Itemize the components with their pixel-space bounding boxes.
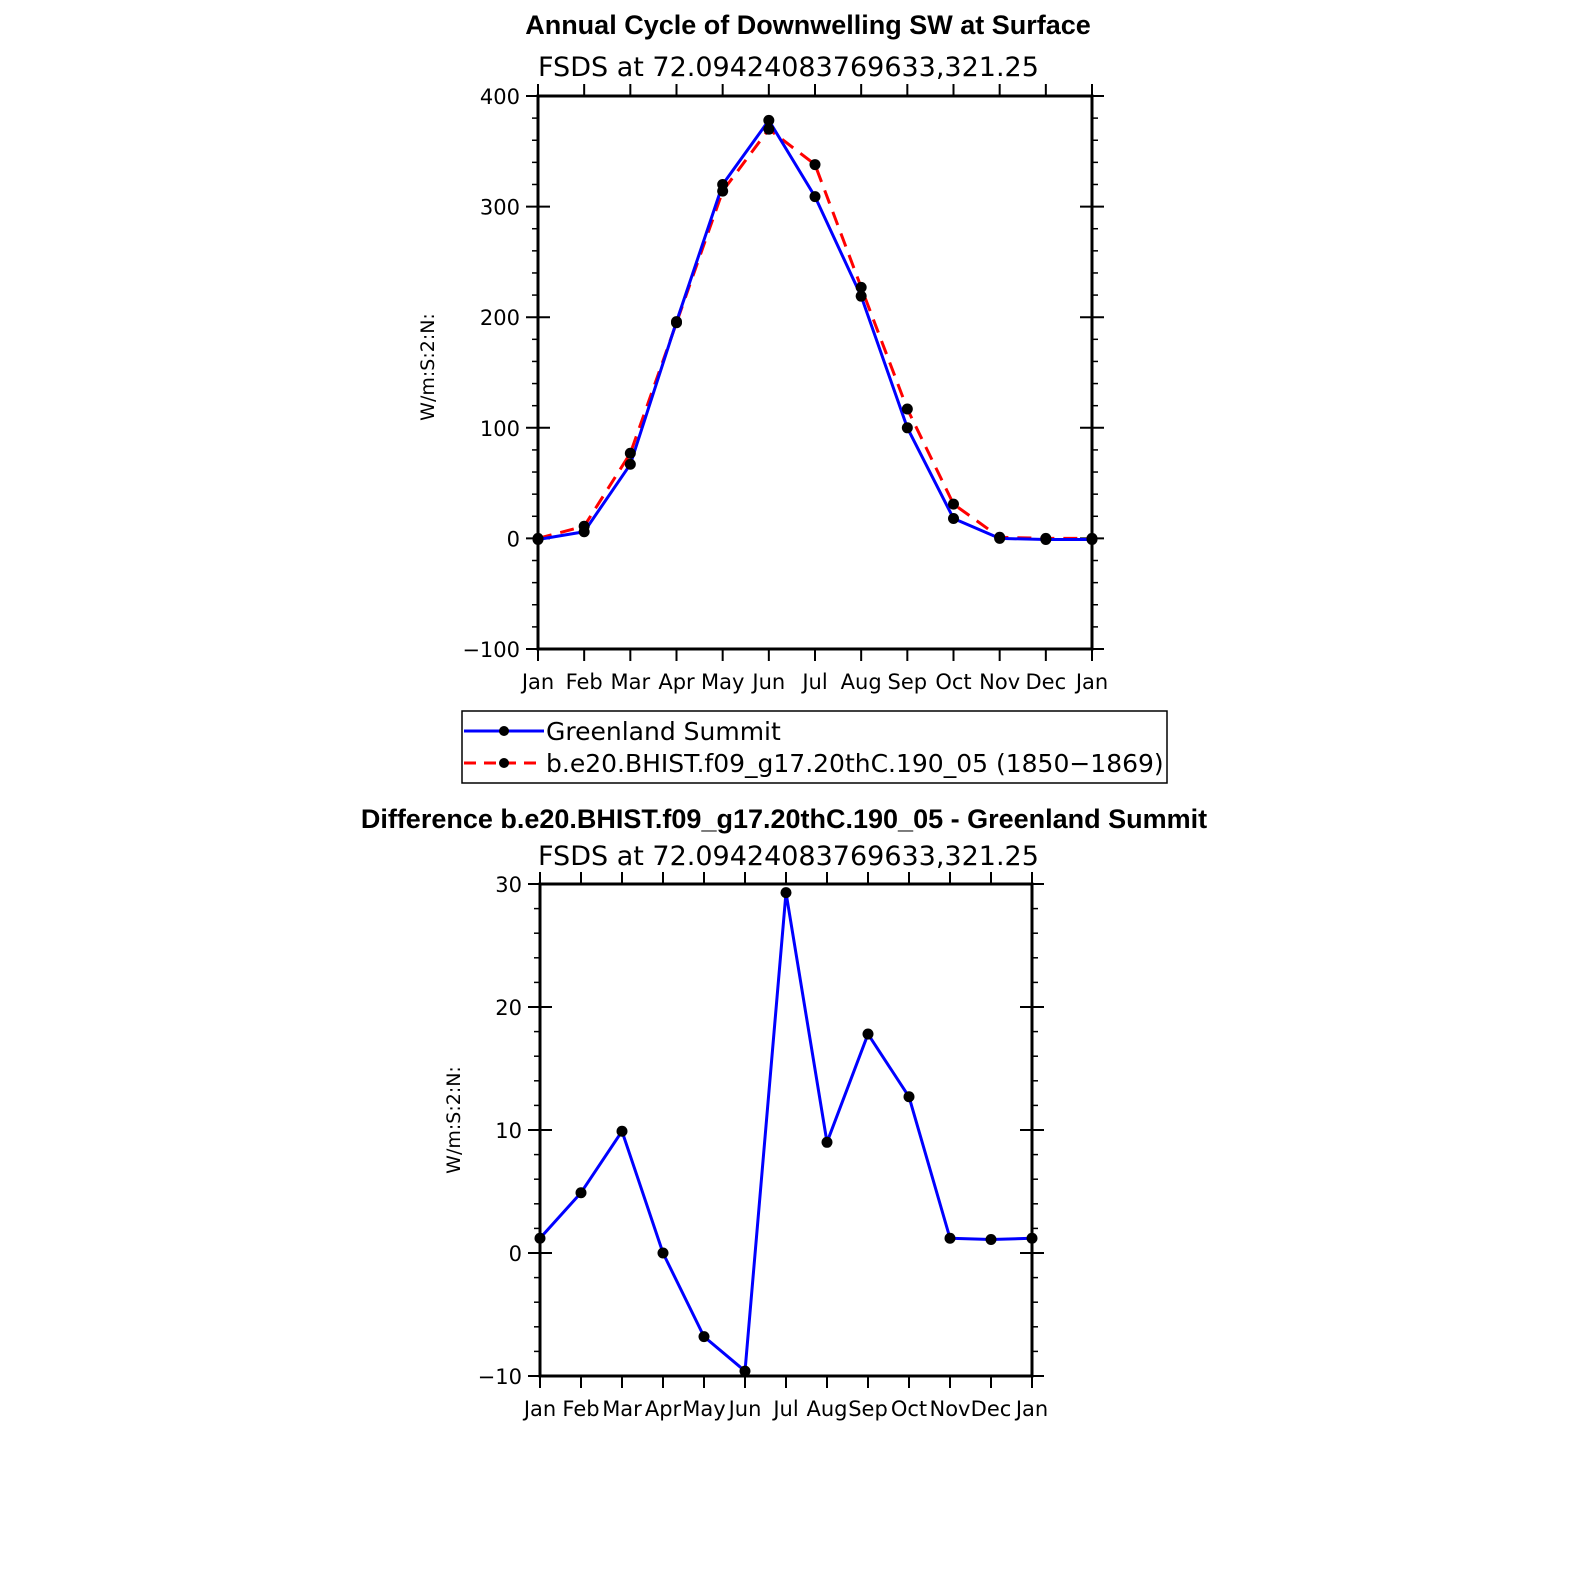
legend-label: Greenland Summit — [546, 717, 781, 746]
y-axis: −100 0 100 200 300 400 — [462, 85, 1104, 662]
data-point — [575, 1187, 587, 1199]
annual-cycle-chart: Annual Cycle of Downwelling SW at Surfac… — [417, 10, 1108, 694]
data-point — [862, 1028, 874, 1040]
data-point — [739, 1365, 751, 1377]
x-tick-label: Oct — [891, 1397, 927, 1421]
x-tick-label: Sep — [888, 670, 928, 694]
x-tick-label: Aug — [841, 670, 882, 694]
chart-title: Difference b.e20.BHIST.f09_g17.20thC.190… — [361, 804, 1207, 834]
plot-frame — [538, 882, 1034, 1378]
x-tick-label: Apr — [645, 1397, 682, 1421]
y-tick-label: −100 — [462, 638, 520, 662]
legend-entry: b.e20.BHIST.f09_g17.20thC.190_05 (1850−1… — [464, 749, 1164, 778]
y-tick-label: 300 — [480, 196, 520, 220]
data-point — [994, 531, 1006, 543]
x-tick-label: Jul — [771, 1397, 798, 1421]
x-tick-label: Sep — [848, 1397, 888, 1421]
data-point — [948, 498, 959, 510]
data-point — [671, 317, 682, 329]
data-point — [657, 1247, 669, 1259]
y-tick-label: 400 — [480, 85, 520, 109]
data-point — [944, 1232, 956, 1244]
chart-subtitle: FSDS at 72.09424083769633,321.25 — [538, 841, 1039, 872]
legend-label: b.e20.BHIST.f09_g17.20thC.190_05 (1850−1… — [546, 749, 1164, 778]
data-point — [698, 1331, 710, 1343]
series-line — [537, 118, 1092, 542]
y-tick-label: 100 — [480, 417, 520, 441]
data-point — [948, 512, 959, 524]
y-axis: −10 0 10 20 30 — [478, 873, 1044, 1389]
series-line — [538, 891, 1033, 1373]
x-axis: Jan Feb Mar Apr May Jun Jul Aug Sep Oct Nov Dec Jan — [522, 872, 1048, 1421]
y-tick-label: 200 — [480, 306, 520, 330]
data-point — [901, 403, 913, 415]
data-point — [985, 1233, 997, 1245]
x-tick-label: Jan — [1074, 670, 1108, 694]
chart-title: Annual Cycle of Downwelling SW at Surfac… — [525, 10, 1091, 40]
data-point — [855, 290, 867, 302]
x-tick-label: Mar — [611, 670, 651, 694]
chart-subtitle: FSDS at 72.09424083769633,321.25 — [538, 52, 1039, 83]
x-tick-label: Nov — [930, 1397, 971, 1421]
legend-marker — [499, 726, 509, 736]
data-point — [809, 159, 821, 171]
x-tick-label: Nov — [979, 670, 1020, 694]
x-tick-label: Dec — [1026, 670, 1067, 694]
x-tick-label: Apr — [658, 670, 695, 694]
data-point — [855, 281, 867, 293]
legend-entry: Greenland Summit — [464, 717, 781, 746]
data-point — [532, 532, 544, 544]
data-point — [616, 1125, 628, 1137]
data-point — [1086, 532, 1098, 544]
legend-marker — [499, 758, 509, 768]
x-tick-label: Dec — [971, 1397, 1012, 1421]
data-point — [1040, 532, 1052, 544]
x-tick-label: Jun — [750, 670, 785, 694]
x-tick-label: Feb — [562, 1397, 599, 1421]
x-tick-label: Jan — [520, 670, 554, 694]
data-point — [780, 887, 792, 899]
x-tick-label: Jan — [522, 1397, 556, 1421]
x-tick-label: Aug — [806, 1397, 847, 1421]
y-tick-label: 30 — [495, 873, 522, 897]
x-tick-label: Jun — [727, 1397, 762, 1421]
data-point — [1026, 1232, 1038, 1244]
x-tick-label: May — [701, 670, 744, 694]
data-point — [624, 458, 636, 470]
difference-chart: Difference b.e20.BHIST.f09_g17.20thC.190… — [361, 804, 1207, 1421]
data-point — [903, 1091, 915, 1103]
y-tick-label: 20 — [495, 996, 522, 1020]
y-tick-label: 10 — [495, 1119, 522, 1143]
data-point — [578, 520, 590, 532]
data-point — [624, 447, 636, 459]
x-tick-label: Jan — [1014, 1397, 1048, 1421]
legend-box — [461, 710, 1168, 784]
data-point — [717, 185, 729, 197]
y-tick-label: 0 — [509, 1242, 522, 1266]
data-point — [901, 422, 913, 434]
data-point — [821, 1136, 833, 1148]
x-tick-label: May — [682, 1397, 725, 1421]
x-tick-label: Jul — [800, 670, 827, 694]
legend: Greenland Summit b.e20.BHIST.f09_g17.20t… — [461, 710, 1168, 784]
x-tick-label: Oct — [935, 670, 971, 694]
y-tick-label: 0 — [507, 527, 520, 551]
y-tick-label: −10 — [478, 1365, 522, 1389]
x-tick-label: Feb — [566, 670, 603, 694]
data-point — [534, 1232, 546, 1244]
data-point — [809, 191, 821, 203]
y-axis-label: W/m:S:2:N: — [417, 313, 439, 421]
data-point — [763, 123, 775, 135]
x-axis: Jan Feb Mar Apr May Jun Jul Aug Sep Oct Nov Dec Jan — [520, 84, 1108, 694]
plot-frame — [536, 94, 1094, 651]
data-point — [763, 114, 775, 126]
y-axis-label: W/m:S:2:N: — [443, 1066, 465, 1174]
x-tick-label: Mar — [602, 1397, 642, 1421]
